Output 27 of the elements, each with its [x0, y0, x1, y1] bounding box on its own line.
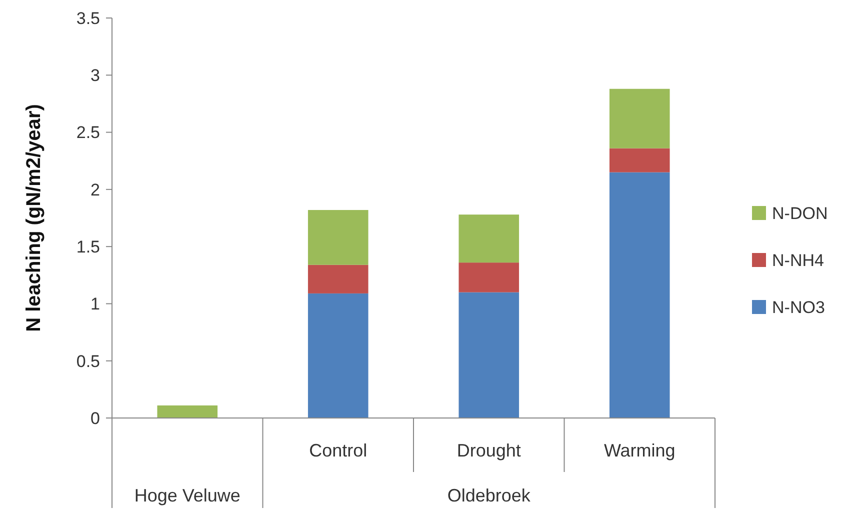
- bar: [609, 88, 670, 148]
- x-tick-label: Warming: [604, 440, 676, 460]
- y-tick-label: 3: [90, 66, 100, 86]
- y-axis-title: N leaching (gN/m2/year): [23, 104, 45, 332]
- bar: [458, 292, 520, 418]
- bar: [308, 293, 368, 418]
- bar: [609, 172, 670, 418]
- bar: [157, 405, 218, 418]
- y-tick-label: 1: [90, 294, 100, 314]
- y-tick-label: 0: [90, 408, 100, 428]
- y-tick-label: 2.5: [76, 123, 100, 142]
- text: Oldebroek: [447, 485, 532, 506]
- bar: [609, 148, 670, 172]
- y-tick-label: 2: [90, 180, 100, 200]
- legend-label: N-DON: [772, 204, 828, 223]
- legend-label: N-NH4: [772, 250, 824, 270]
- x-tick-label: Drought: [456, 440, 521, 460]
- legend-label: N-NO3: [772, 298, 825, 317]
- bar: [458, 214, 520, 263]
- y-tick-label: 1.5: [76, 238, 100, 257]
- bar: [308, 264, 368, 294]
- y-tick-label: 0.5: [76, 352, 100, 371]
- text: Hoge Veluwe: [134, 485, 240, 506]
- y-tick-label: 3.5: [76, 8, 100, 28]
- bar: [458, 262, 520, 292]
- bar: [308, 210, 368, 265]
- x-tick-label: Control: [309, 440, 368, 460]
